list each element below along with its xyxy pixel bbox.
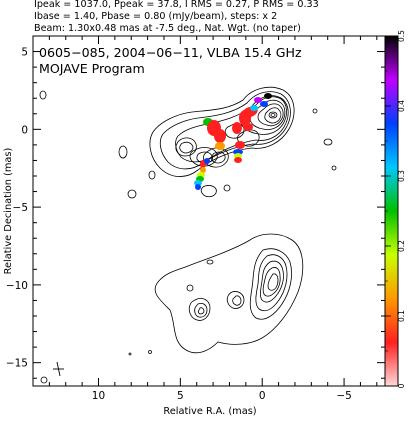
x-axis-label: Relative R.A. (mas) — [163, 406, 256, 417]
x-tick-label: 5 — [177, 390, 184, 402]
beam-marker — [53, 361, 64, 377]
y-tick-label: −10 — [6, 280, 28, 292]
header-line-3: Beam: 1.30x0.48 mas at -7.5 deg., Nat. W… — [34, 23, 301, 34]
y-tick-label: 0 — [21, 124, 28, 136]
colorbar-tick-label: 0.2 — [397, 240, 406, 252]
lower-contours — [40, 233, 304, 384]
colorbar-ticks: 0 0.1 0.2 0.3 0.4 0.5 — [385, 30, 406, 388]
header-line-1: Ipeak = 1037.0, Ppeak = 37.8, I RMS = 0.… — [34, 0, 319, 10]
colorbar-tick-label: 0.1 — [397, 310, 406, 322]
y-tick-label: −5 — [13, 202, 28, 214]
axis-ticks: 10 5 0 −5 5 0 −5 −10 −15 — [6, 35, 385, 402]
colorbar-tick-label: 0 — [397, 383, 406, 388]
intensity-contours — [39, 86, 337, 199]
colorbar-tick-label: 0.3 — [397, 170, 406, 182]
y-tick-label: −15 — [6, 358, 28, 370]
colorbar-tick-label: 0.4 — [397, 100, 406, 112]
y-tick-label: 5 — [21, 47, 28, 59]
header-line-2: Ibase = 1.40, Pbase = 0.80 (mJy/beam), s… — [34, 11, 277, 22]
colorbar-tick-label: 0.5 — [397, 30, 406, 42]
x-tick-label: 0 — [259, 390, 266, 402]
x-tick-label: −5 — [336, 390, 351, 402]
map-subtitle: MOJAVE Program — [39, 61, 145, 76]
plot-frame — [32, 35, 386, 387]
y-axis-label: Relative Decination (mas) — [3, 148, 14, 275]
map-title: 0605−085, 2004−06−11, VLBA 15.4 GHz — [39, 45, 302, 60]
polarization-overlay — [194, 93, 272, 190]
colorbar: 0 0.1 0.2 0.3 0.4 0.5 — [384, 30, 406, 388]
x-tick-label: 10 — [92, 390, 105, 402]
